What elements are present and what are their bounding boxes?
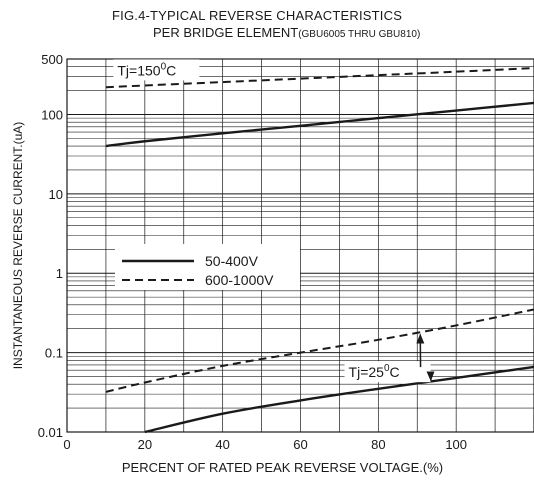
legend: 50-400V 600-1000V	[115, 244, 300, 290]
chart-title-line2: PER BRIDGE ELEMENT(GBU6005 THRU GBU810)	[153, 25, 420, 40]
y-tick-label: 0.01	[38, 425, 63, 440]
annotation-tj150-background	[113, 59, 200, 81]
series-layer	[105, 67, 534, 434]
tick-labels: 0 20 40 60 80 100 0.01 0.1 1 10 100 500	[38, 52, 467, 452]
legend-background	[115, 244, 300, 290]
annotations: Tj=1500C Tj=250C	[113, 59, 435, 383]
annotation-tj150: Tj=1500C	[117, 61, 176, 78]
x-tick-label: 40	[215, 437, 229, 452]
series-line-50-400v-tj150	[105, 101, 534, 148]
chart-title-line1: FIG.4-TYPICAL REVERSE CHARACTERISTICS	[112, 8, 403, 23]
y-tick-label: 10	[49, 187, 63, 202]
x-tick-label: 80	[371, 437, 385, 452]
chart-title-line2-main: PER BRIDGE ELEMENT	[153, 25, 299, 40]
plot-frame	[66, 58, 534, 433]
chart-title-line2-parts: (GBU6005 THRU GBU810)	[298, 29, 421, 40]
x-tick-label: 0	[63, 437, 70, 452]
annotation-tj25: Tj=250C	[349, 363, 400, 380]
x-tick-label: 20	[138, 437, 152, 452]
legend-label: 50-400V	[205, 253, 259, 269]
annotation-tj25-background	[344, 361, 431, 383]
x-tick-label: 60	[293, 437, 307, 452]
y-tick-label: 100	[41, 107, 63, 122]
series-line-50-400v-tj25	[144, 365, 534, 434]
x-tick-label: 100	[445, 437, 467, 452]
x-axis-label: PERCENT OF RATED PEAK REVERSE VOLTAGE.(%…	[122, 460, 443, 475]
y-tick-label: 500	[41, 52, 63, 67]
series-line-600-1000v-tj25	[105, 308, 534, 393]
legend-label: 600-1000V	[205, 272, 274, 288]
series-line-600-1000v-tj150	[105, 67, 534, 89]
y-axis-label: INSTANTANEOUS REVERSE CURRENT.(uA)	[11, 122, 25, 370]
y-tick-label: 0.1	[45, 346, 63, 361]
y-tick-label: 1	[56, 266, 63, 281]
